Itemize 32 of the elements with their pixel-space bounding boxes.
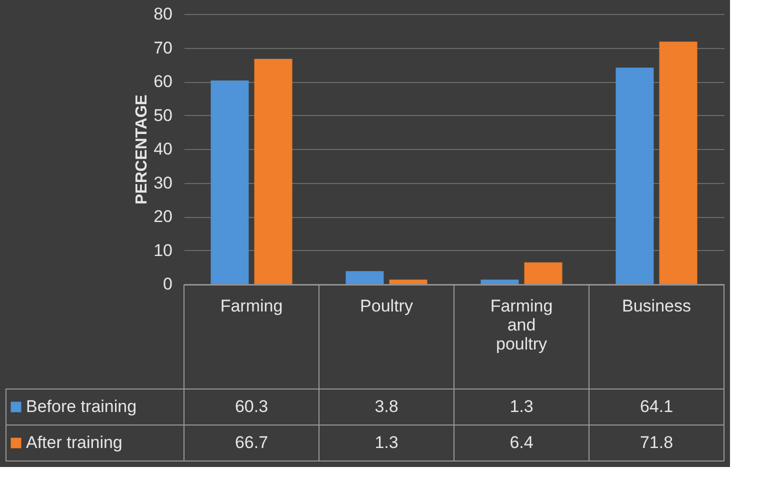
legend-label: Before training <box>26 397 137 416</box>
data-label: 60.3 <box>234 397 268 416</box>
y-axis-title: PERCENTAGE <box>134 94 151 204</box>
x-tick-label: Business <box>622 296 691 316</box>
y-tick-label: 40 <box>154 140 172 158</box>
bar <box>254 58 292 284</box>
y-tick-label: 50 <box>154 106 172 125</box>
x-tick-label: Poultry <box>360 296 414 316</box>
bar <box>389 280 428 284</box>
data-label: 66.7 <box>234 433 268 452</box>
bar <box>346 271 384 284</box>
y-tick-label: 80 <box>154 4 172 24</box>
x-tick-label: Farming <box>220 296 283 316</box>
y-tick-label: 30 <box>154 173 172 192</box>
y-tick-label: 60 <box>154 72 172 91</box>
x-tick-label: Farming and poultry <box>490 296 553 354</box>
data-label: 6.4 <box>510 433 534 452</box>
data-label: 1.3 <box>374 433 398 452</box>
bar <box>659 42 698 284</box>
bar <box>210 80 249 284</box>
data-label: 64.1 <box>640 397 674 416</box>
data-label: 3.8 <box>374 397 398 416</box>
bar <box>480 280 519 284</box>
data-label: 71.8 <box>640 433 674 452</box>
y-tick-label: 0 <box>163 274 172 294</box>
y-tick-label: 10 <box>154 240 172 260</box>
data-label: 1.3 <box>510 397 534 416</box>
bar <box>524 262 562 284</box>
y-tick-label: 70 <box>154 38 172 58</box>
y-tick-label: 20 <box>154 207 172 226</box>
bar <box>616 68 654 284</box>
legend-label: After training <box>26 433 122 452</box>
